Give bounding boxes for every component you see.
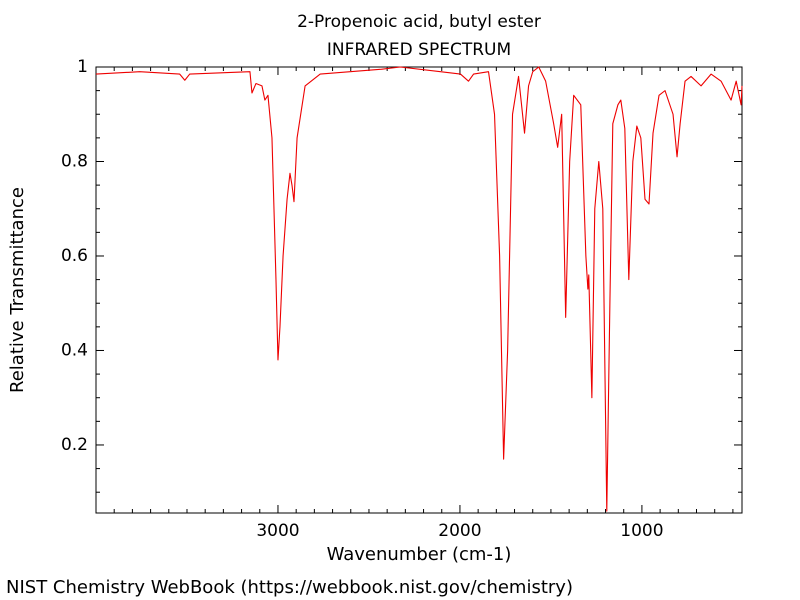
footer: NIST Chemistry WebBook (https://webbook.…: [6, 577, 573, 598]
y-axis-label: Relative Transmittance: [7, 187, 28, 393]
x-tick-label: 2000: [438, 521, 481, 541]
y-tick-label: 0.6: [61, 246, 88, 266]
x-tick-label: 1000: [620, 521, 663, 541]
y-tick-label: 0.4: [61, 340, 88, 360]
y-tick-label: 0.8: [61, 151, 88, 171]
x-axis-label: Wavenumber (cm-1): [327, 544, 512, 565]
spectrum-line: [95, 66, 743, 512]
x-tick-label: 3000: [256, 521, 299, 541]
plot-frame: [95, 66, 743, 514]
chart-subtitle: INFRARED SPECTRUM: [327, 40, 511, 60]
chart-title: 2-Propenoic acid, butyl ester: [297, 12, 541, 32]
y-tick-label: 1: [77, 57, 88, 77]
y-tick-label: 0.2: [61, 435, 88, 455]
